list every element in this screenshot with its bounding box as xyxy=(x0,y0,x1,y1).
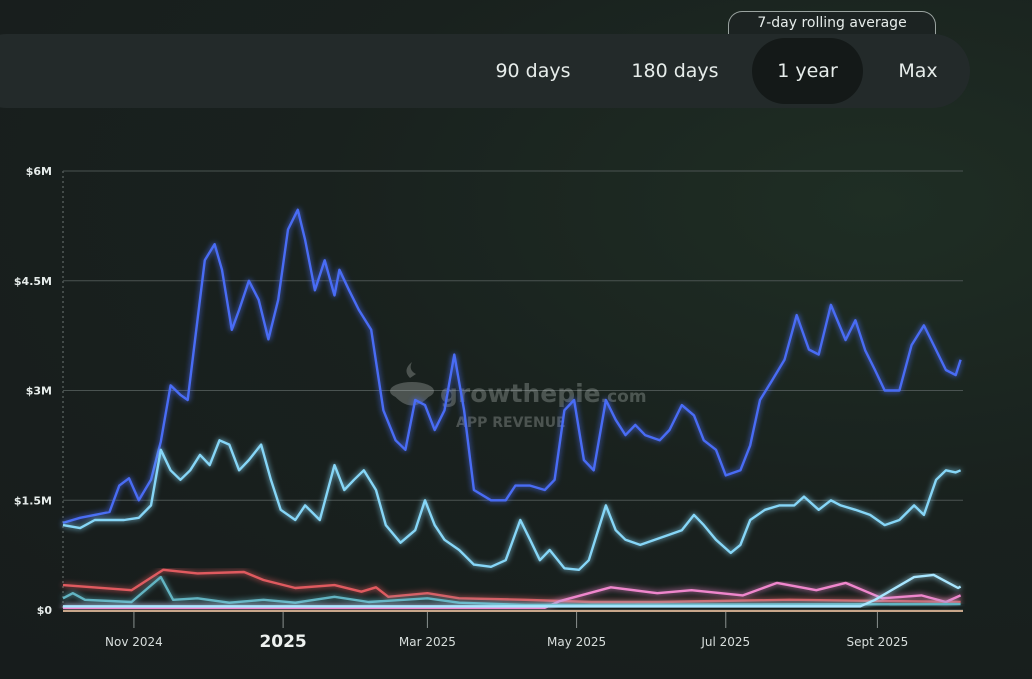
y-tick-label: $0 xyxy=(37,604,53,617)
option-180-days[interactable]: 180 days xyxy=(631,60,719,82)
svg-text:APP REVENUE: APP REVENUE xyxy=(456,415,566,431)
x-tick-label: May 2025 xyxy=(547,635,606,649)
series-blue-line[interactable] xyxy=(62,208,962,525)
x-tick-label: Sept 2025 xyxy=(847,635,909,649)
series-pink-line[interactable] xyxy=(63,581,962,609)
option-max[interactable]: Max xyxy=(898,60,938,82)
x-tick-label: Jul 2025 xyxy=(700,635,750,649)
option-1-year[interactable]: 1 year xyxy=(752,38,863,104)
watermark: growthepie.com APP REVENUE xyxy=(390,362,647,431)
svg-text:growthepie.com: growthepie.com xyxy=(440,379,647,408)
x-tick-label: 2025 xyxy=(259,632,306,652)
pie-logo-icon xyxy=(390,362,434,406)
series-teal-line[interactable] xyxy=(62,575,961,607)
series-cyan-line[interactable] xyxy=(62,439,962,571)
series-red-line[interactable] xyxy=(62,568,961,604)
y-tick-label: $3M xyxy=(26,385,52,398)
rolling-average-tab[interactable]: 7-day rolling average xyxy=(728,11,936,35)
series-light-line[interactable] xyxy=(63,573,962,608)
y-tick-label: $1.5M xyxy=(14,494,52,507)
option-90-days[interactable]: 90 days xyxy=(495,60,571,82)
y-tick-label: $4.5M xyxy=(14,275,52,288)
x-tick-label: Mar 2025 xyxy=(399,635,456,649)
y-tick-label: $6M xyxy=(26,165,52,178)
x-tick-label: Nov 2024 xyxy=(105,635,163,649)
